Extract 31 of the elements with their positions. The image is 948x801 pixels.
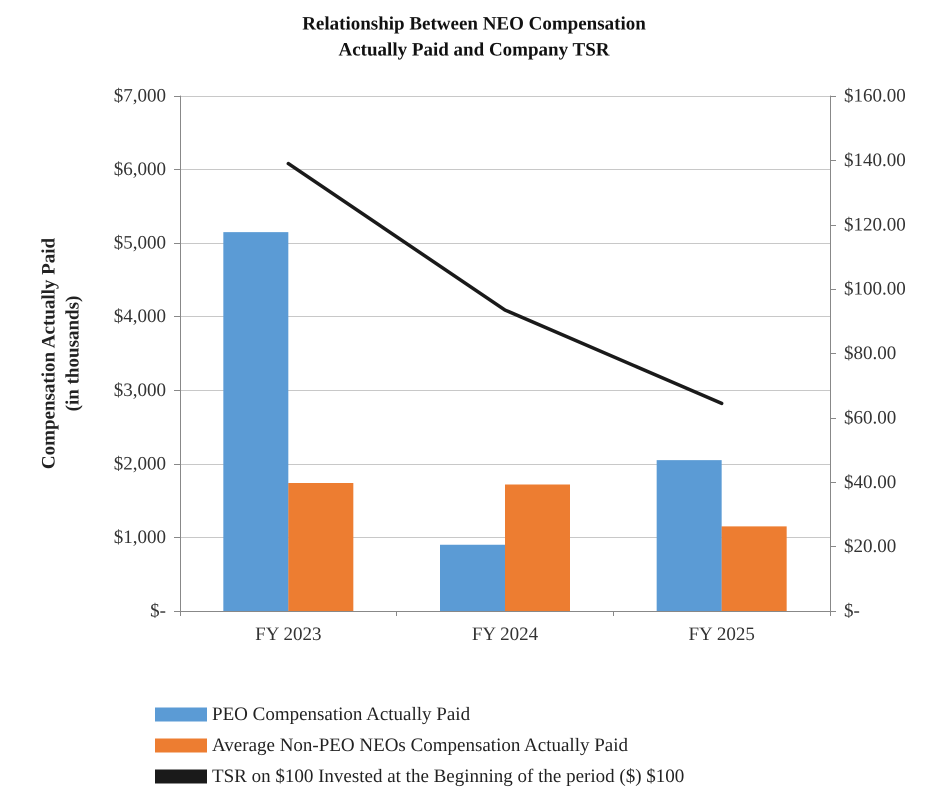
y-tick-label: $5,000 — [114, 232, 166, 254]
y-tick-label: $3,000 — [114, 380, 166, 401]
y2-tick-label: $20.00 — [844, 536, 896, 558]
y-axis-title: Compensation Actually Paid (in thousands) — [38, 237, 84, 470]
y-tick-label: $2,000 — [114, 453, 166, 474]
y-tick-label: $1,000 — [114, 526, 166, 548]
y2-tick-label: $100.00 — [844, 278, 906, 300]
y2-tick-label: $160.00 — [844, 86, 906, 106]
bar — [440, 544, 505, 611]
chart-title: Relationship Between NEO Compensation Actually Paid and Company TSR — [302, 14, 646, 60]
bar — [656, 460, 722, 611]
bar — [223, 232, 288, 611]
bar — [722, 526, 787, 611]
y-tick-label: $6,000 — [114, 159, 166, 180]
legend-label: Average Non-PEO NEOs Compensation Actually Paid — [212, 735, 628, 756]
y2-tick-label: $40.00 — [844, 472, 896, 493]
y2-tick-label: $80.00 — [844, 343, 896, 364]
x-tick-label: FY 2024 — [472, 624, 539, 645]
y2-tick-label: $140.00 — [844, 150, 906, 171]
bar — [288, 482, 354, 611]
legend-label: TSR on $100 Invested at the Beginning of the period ($) $100 — [212, 766, 684, 787]
y-tick-label: $4,000 — [114, 306, 166, 328]
x-tick-label: FY 2023 — [255, 624, 322, 645]
y2-tick-label: $60.00 — [844, 407, 896, 428]
y-tick-label: $- — [150, 600, 166, 622]
y-tick-label: $7,000 — [114, 86, 166, 106]
legend-label: PEO Compensation Actually Paid — [212, 704, 471, 725]
x-tick-label: FY 2025 — [688, 624, 755, 645]
y2-tick-label: $120.00 — [844, 214, 906, 236]
y2-tick-label: $- — [844, 600, 860, 622]
bar — [505, 484, 570, 611]
